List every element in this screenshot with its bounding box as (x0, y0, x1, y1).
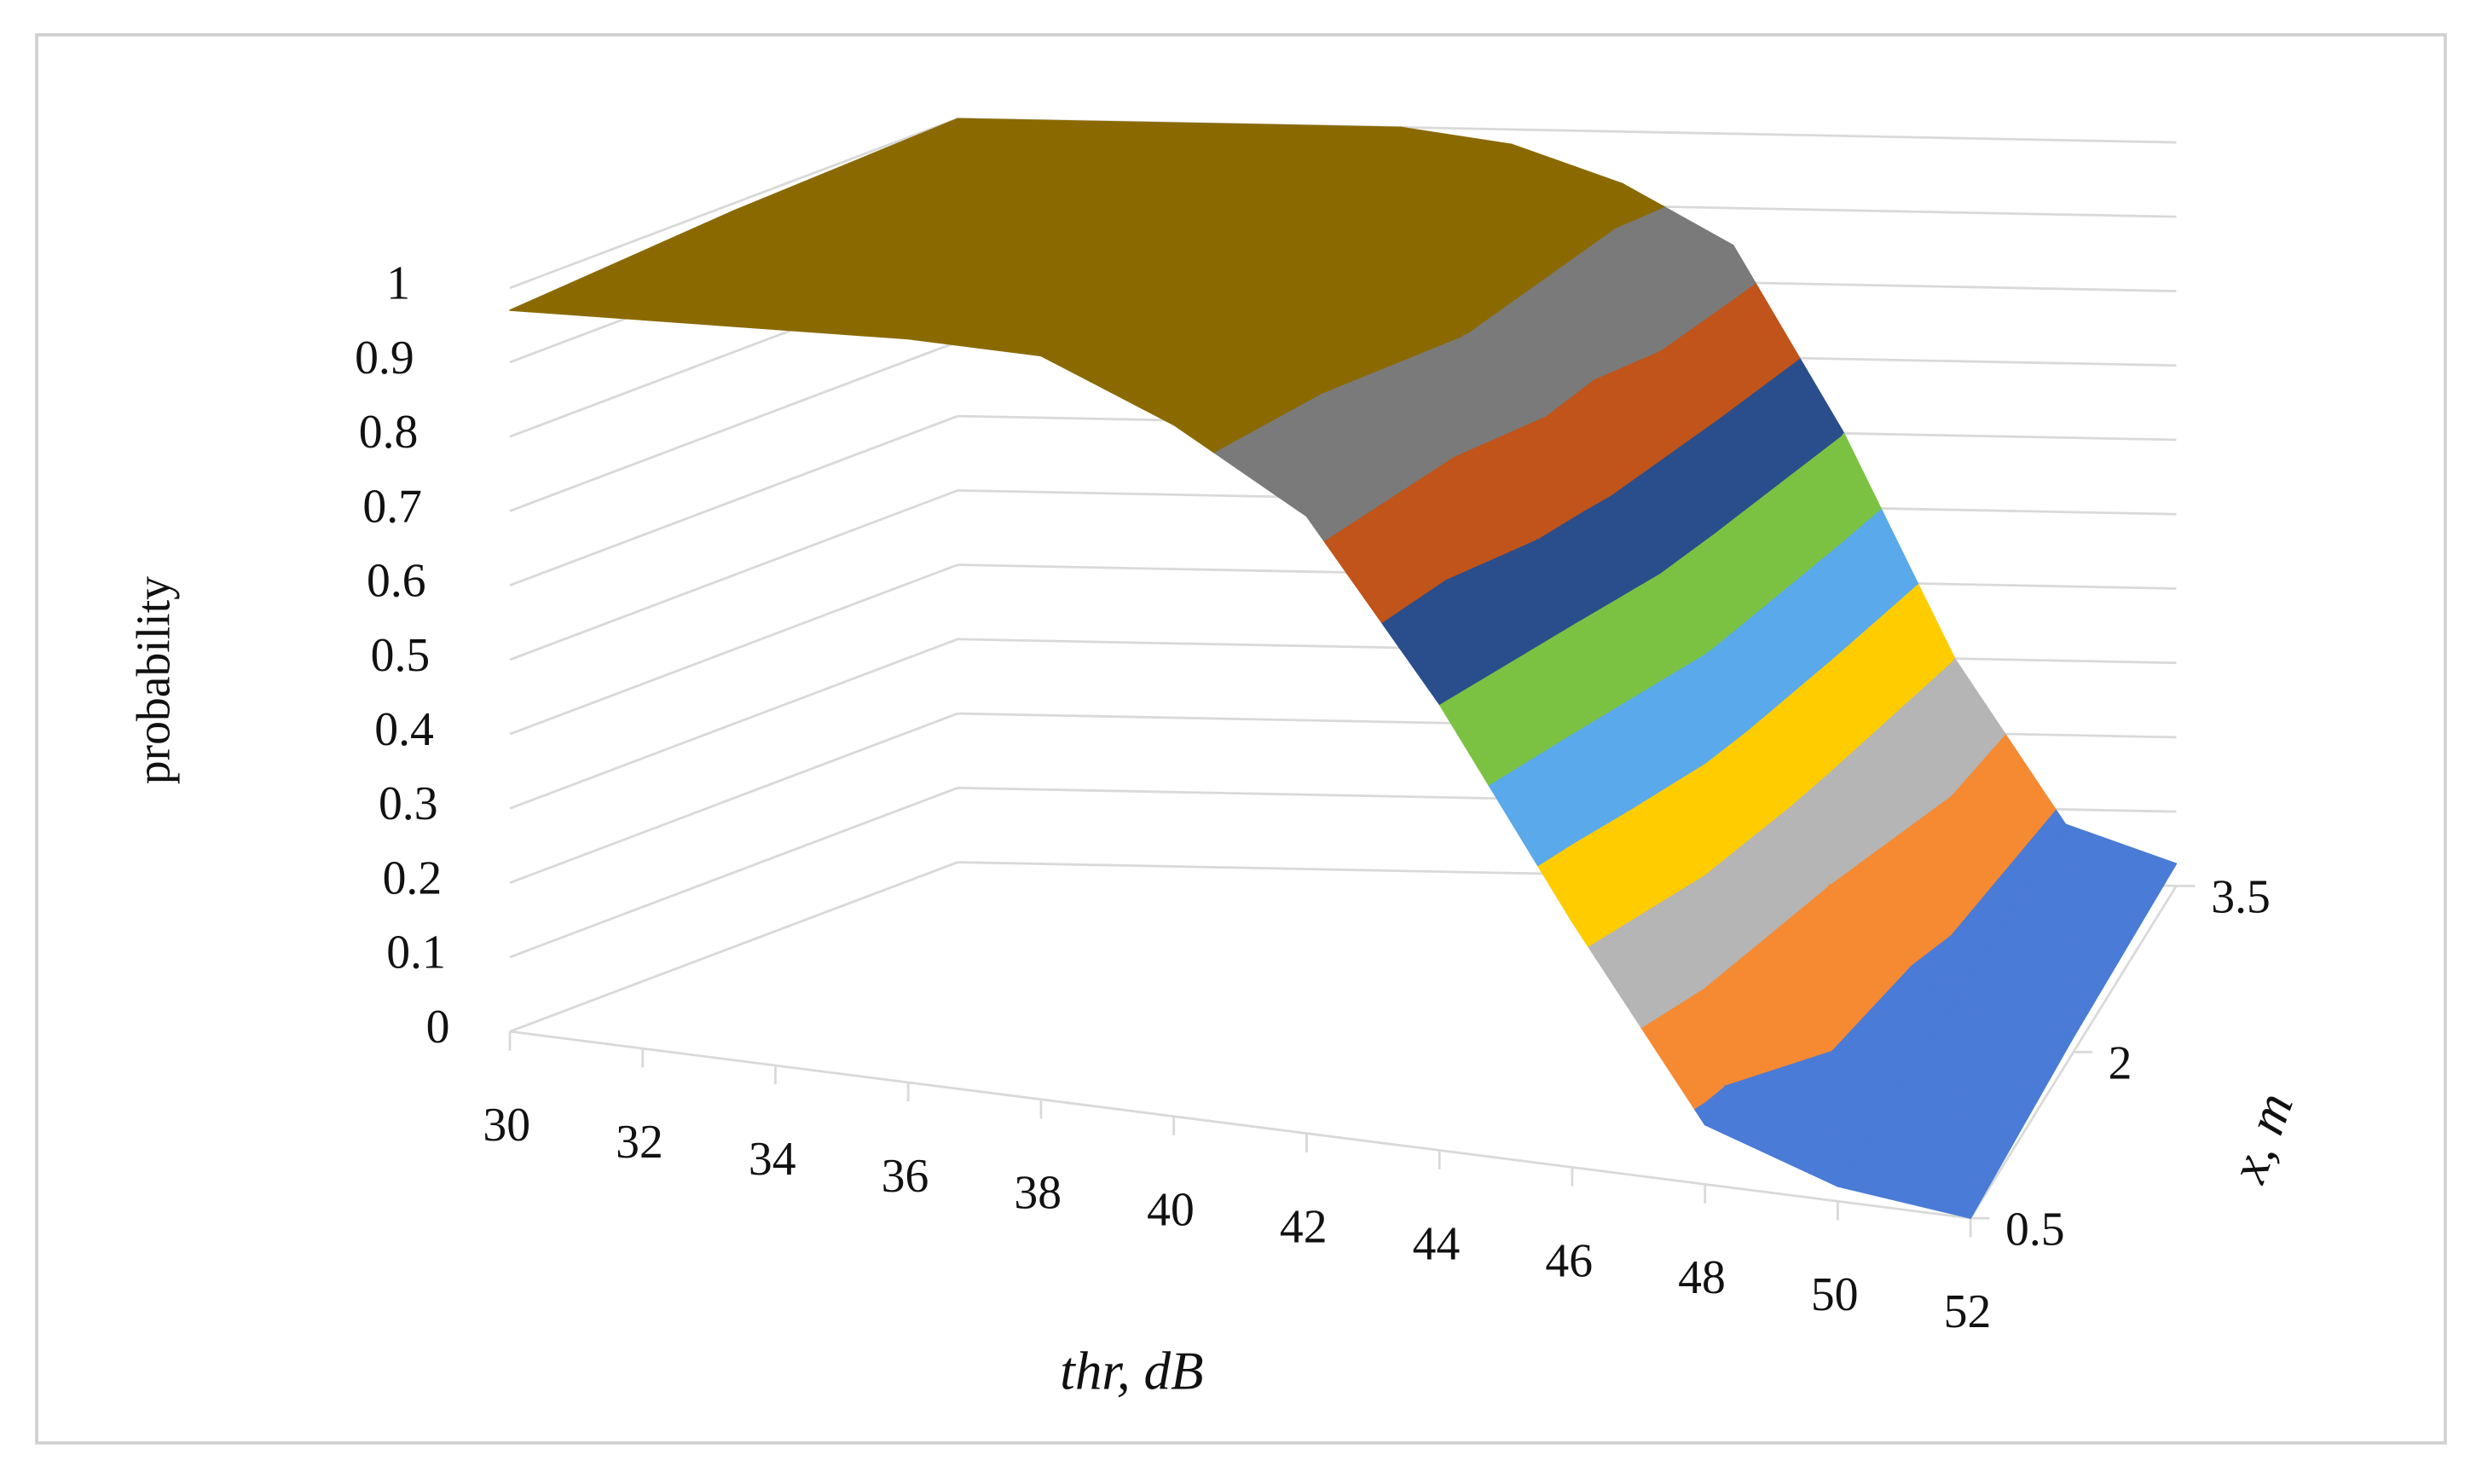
y-tick-label: 0.9 (355, 332, 414, 384)
y-tick-label: 0.3 (379, 777, 438, 830)
x-tick-label: 30 (483, 1099, 530, 1152)
y-tick-label: 0.8 (359, 406, 419, 459)
x-tick-label: 36 (882, 1150, 929, 1203)
surface-patch (1837, 1004, 1971, 1219)
grid-line (509, 787, 958, 959)
grid-line (509, 861, 958, 1033)
x-tick-label: 52 (1944, 1285, 1992, 1338)
y-tick-label: 0.5 (371, 629, 431, 682)
y-tick-label: 0.2 (383, 852, 443, 904)
grid-line (509, 414, 958, 587)
y-tick-label: 0 (426, 1001, 450, 1054)
x-tick-label: 48 (1678, 1251, 1726, 1304)
grid-line (509, 489, 958, 661)
y-tick-label: 0.7 (362, 480, 422, 533)
x-tick-label: 34 (749, 1133, 796, 1186)
x-tick-label: 50 (1811, 1268, 1859, 1321)
surface-patch (907, 231, 1100, 357)
x-tick-label: 42 (1280, 1200, 1328, 1253)
surface-patch (1707, 432, 1845, 653)
y-tick-label: 1 (386, 257, 410, 310)
surface-patch (641, 211, 857, 331)
x-axis-line (509, 1030, 1971, 1220)
x-tick-label: 40 (1147, 1184, 1195, 1237)
surface-patch (1829, 657, 1956, 886)
x-tick-label: 32 (616, 1116, 663, 1169)
x-tick-label: 44 (1413, 1217, 1461, 1270)
surface-patch (1172, 273, 1344, 453)
surface-patch (774, 222, 979, 340)
grid-line (509, 712, 958, 884)
surface-patch (1463, 182, 1623, 336)
x-tick-label: 38 (1014, 1167, 1062, 1220)
y-tick-label: 0.1 (386, 927, 446, 979)
surface-patch (1658, 245, 1734, 352)
grid-line (509, 340, 958, 512)
depth-tick-label: 3.5 (2211, 871, 2271, 924)
x-axis-title: thr, dB (1060, 1341, 1203, 1400)
y-axis-title: probability (128, 576, 181, 784)
surface-patch (1627, 650, 1710, 811)
depth-tick-label: 0.5 (2005, 1204, 2065, 1256)
surface-patch (1305, 334, 1466, 542)
surface-patch (1725, 883, 1832, 1086)
y-tick-label: 0.4 (374, 703, 434, 756)
surface-patch (1536, 455, 1588, 540)
grid-line (509, 638, 958, 810)
surface-patch (1040, 240, 1222, 426)
grid-line (509, 117, 958, 290)
y-tick-label: 0.6 (367, 555, 426, 608)
grid-line (509, 563, 958, 736)
depth-tick-label: 2 (2109, 1037, 2132, 1090)
x-tick-label: 46 (1545, 1234, 1593, 1287)
surface-patch (509, 210, 735, 320)
